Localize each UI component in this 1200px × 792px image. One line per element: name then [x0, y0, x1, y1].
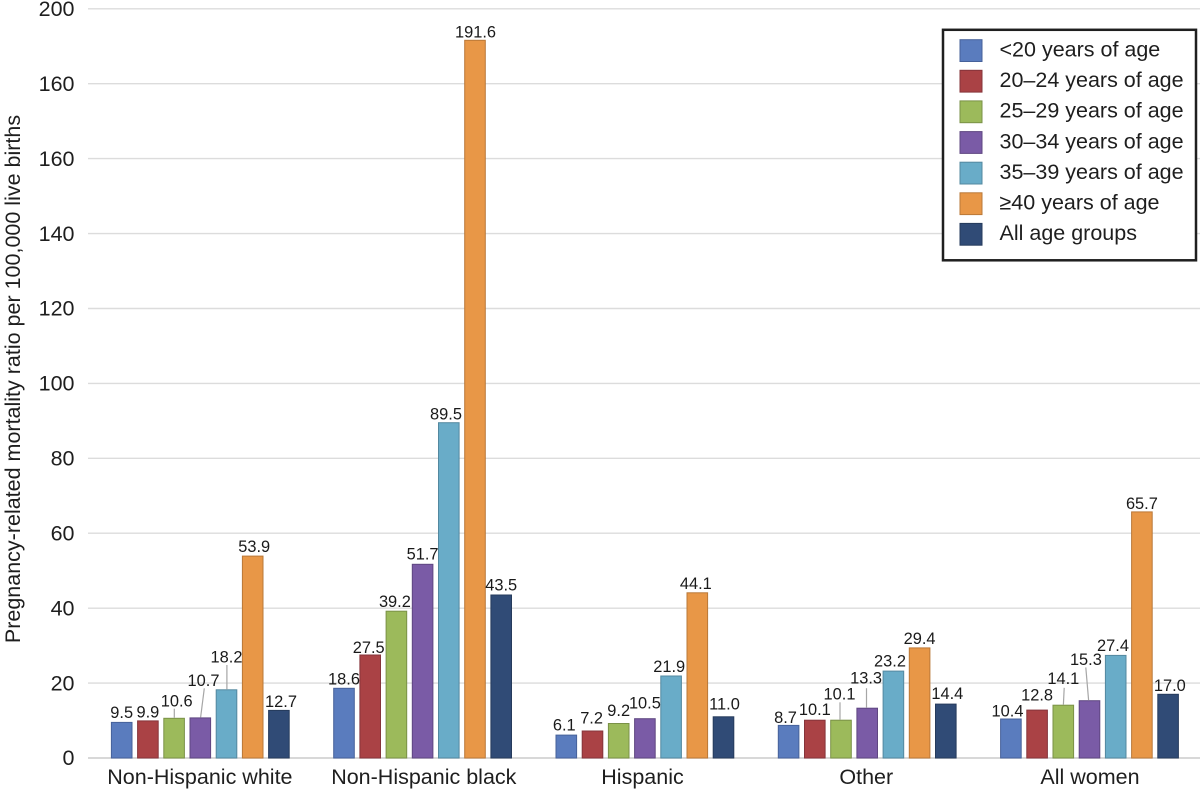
svg-text:44.1: 44.1	[680, 575, 712, 593]
svg-text:60: 60	[51, 521, 75, 545]
svg-text:12.7: 12.7	[265, 693, 297, 711]
svg-text:Other: Other	[839, 765, 893, 789]
svg-text:10.1: 10.1	[799, 701, 831, 719]
svg-text:65.7: 65.7	[1126, 495, 1158, 513]
svg-text:80: 80	[51, 447, 75, 471]
svg-text:6.1: 6.1	[553, 717, 576, 735]
svg-text:18.6: 18.6	[328, 671, 360, 689]
svg-text:All age groups: All age groups	[1000, 221, 1137, 245]
svg-text:21.9: 21.9	[653, 658, 685, 676]
svg-text:120: 120	[39, 297, 75, 321]
svg-text:39.2: 39.2	[379, 593, 411, 611]
svg-text:23.2: 23.2	[874, 653, 906, 671]
svg-text:191.6: 191.6	[455, 23, 496, 41]
svg-text:Pregnancy-related mortality ra: Pregnancy-related mortality ratio per 10…	[1, 115, 25, 643]
svg-text:140: 140	[39, 222, 75, 246]
svg-text:10.1: 10.1	[824, 686, 856, 704]
svg-text:27.5: 27.5	[353, 639, 385, 657]
svg-text:35–39 years of age: 35–39 years of age	[1000, 160, 1184, 184]
svg-text:<20 years of age: <20 years of age	[1000, 37, 1161, 61]
svg-text:10.5: 10.5	[629, 695, 661, 713]
svg-text:40: 40	[51, 596, 75, 620]
svg-text:12.8: 12.8	[1021, 687, 1053, 705]
svg-text:29.4: 29.4	[904, 630, 936, 648]
svg-text:30–34 years of age: 30–34 years of age	[1000, 129, 1184, 153]
svg-text:25–29 years of age: 25–29 years of age	[1000, 99, 1184, 123]
svg-text:9.5: 9.5	[110, 704, 133, 722]
svg-text:100: 100	[39, 372, 75, 396]
svg-text:18.2: 18.2	[211, 649, 243, 667]
svg-text:7.2: 7.2	[580, 709, 603, 727]
svg-text:200: 200	[39, 0, 75, 21]
svg-text:10.6: 10.6	[161, 693, 193, 711]
svg-text:51.7: 51.7	[407, 545, 439, 563]
svg-text:160: 160	[39, 72, 75, 96]
svg-text:53.9: 53.9	[238, 538, 270, 556]
svg-text:10.4: 10.4	[992, 703, 1024, 721]
svg-text:Non-Hispanic black: Non-Hispanic black	[331, 765, 516, 789]
svg-text:13.3: 13.3	[850, 670, 882, 688]
svg-text:27.4: 27.4	[1097, 637, 1129, 655]
svg-text:9.2: 9.2	[607, 702, 630, 720]
svg-text:10.7: 10.7	[188, 672, 220, 690]
svg-text:8.7: 8.7	[774, 709, 797, 727]
svg-text:43.5: 43.5	[485, 577, 517, 595]
svg-text:14.4: 14.4	[931, 685, 963, 703]
svg-text:9.9: 9.9	[137, 703, 160, 721]
svg-text:11.0: 11.0	[709, 696, 740, 714]
svg-text:160: 160	[39, 147, 75, 171]
svg-text:89.5: 89.5	[430, 405, 462, 423]
svg-text:20–24 years of age: 20–24 years of age	[1000, 68, 1184, 92]
svg-text:20: 20	[51, 671, 75, 695]
svg-text:17.0: 17.0	[1154, 677, 1186, 695]
svg-text:All women: All women	[1040, 765, 1139, 789]
svg-text:15.3: 15.3	[1070, 651, 1102, 669]
svg-text:Non-Hispanic white: Non-Hispanic white	[107, 765, 292, 789]
svg-text:≥40 years of age: ≥40 years of age	[1000, 191, 1160, 215]
svg-text:Hispanic: Hispanic	[601, 765, 684, 789]
svg-text:14.1: 14.1	[1047, 670, 1079, 688]
svg-text:0: 0	[63, 746, 75, 770]
